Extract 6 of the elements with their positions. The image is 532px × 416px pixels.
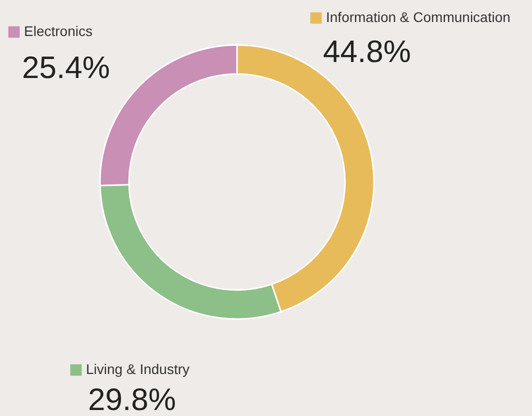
data-label: 29.8% [88, 382, 176, 416]
legend-label: Electronics [24, 23, 92, 39]
legend-label: Information & Communication [326, 9, 510, 25]
legend-label: Living & Industry [86, 361, 190, 377]
data-label: 44.8% [323, 34, 411, 69]
data-label: 25.4% [22, 50, 110, 85]
